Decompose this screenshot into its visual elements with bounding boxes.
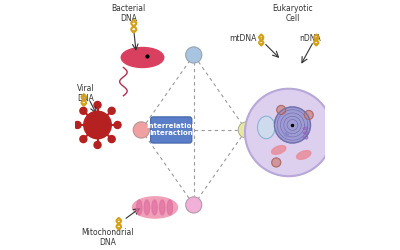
Circle shape: [80, 107, 87, 114]
Circle shape: [80, 136, 87, 142]
Circle shape: [238, 122, 254, 138]
Ellipse shape: [152, 200, 157, 215]
Text: Viral
DNA: Viral DNA: [77, 84, 95, 103]
Circle shape: [114, 122, 121, 128]
Ellipse shape: [136, 200, 142, 215]
Text: Mitochondrial
DNA: Mitochondrial DNA: [81, 228, 134, 247]
Circle shape: [74, 122, 81, 128]
Text: nDNA: nDNA: [300, 34, 321, 43]
Text: Eukaryotic
Cell: Eukaryotic Cell: [272, 4, 313, 24]
Ellipse shape: [272, 146, 286, 154]
Circle shape: [94, 102, 101, 108]
Ellipse shape: [121, 48, 164, 68]
Ellipse shape: [296, 150, 311, 159]
Ellipse shape: [258, 116, 275, 139]
Circle shape: [245, 89, 332, 176]
Circle shape: [108, 107, 115, 114]
Circle shape: [133, 122, 149, 138]
Circle shape: [186, 47, 202, 63]
Text: Interrelation
Interaction: Interrelation Interaction: [146, 124, 196, 136]
Ellipse shape: [144, 200, 150, 215]
Circle shape: [108, 136, 115, 142]
Circle shape: [274, 107, 310, 143]
Circle shape: [277, 106, 286, 114]
Circle shape: [304, 110, 313, 120]
Text: Bacterial
DNA: Bacterial DNA: [112, 4, 146, 24]
Circle shape: [272, 158, 281, 167]
FancyBboxPatch shape: [151, 117, 192, 143]
Ellipse shape: [132, 197, 178, 218]
Circle shape: [84, 111, 111, 139]
Circle shape: [94, 142, 101, 148]
Circle shape: [186, 197, 202, 213]
Text: mtDNA: mtDNA: [229, 34, 256, 43]
Ellipse shape: [167, 200, 172, 215]
Ellipse shape: [160, 200, 165, 215]
